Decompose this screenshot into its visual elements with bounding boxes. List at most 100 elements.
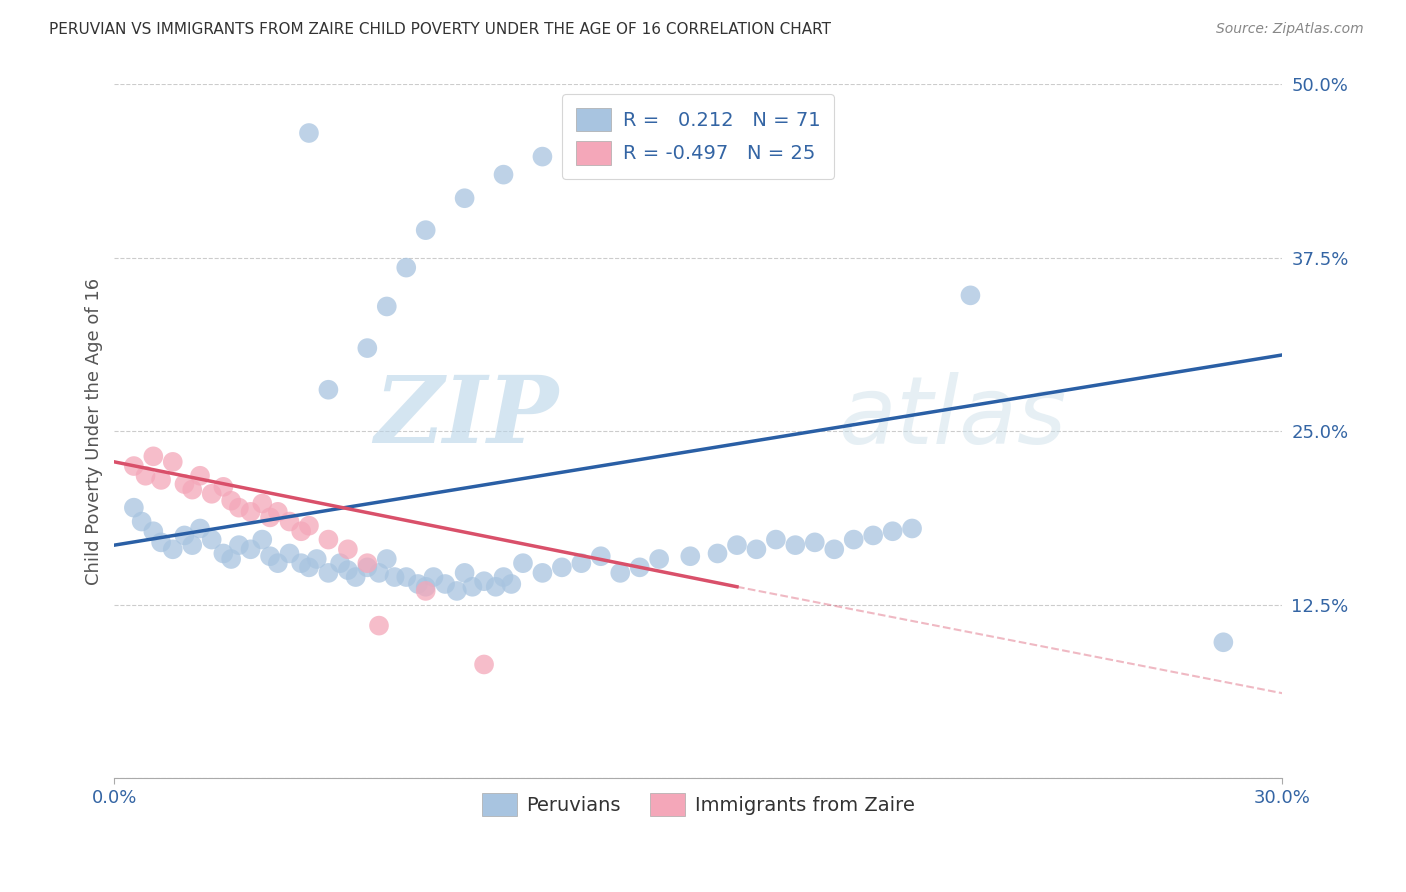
Text: ZIP: ZIP <box>374 373 558 462</box>
Point <box>188 468 211 483</box>
Point <box>298 518 321 533</box>
Point <box>201 533 224 547</box>
Point <box>368 618 391 632</box>
Point <box>862 528 884 542</box>
Point <box>415 223 437 237</box>
Point <box>142 450 165 464</box>
Point <box>336 542 359 557</box>
Point <box>219 552 242 566</box>
Text: Source: ZipAtlas.com: Source: ZipAtlas.com <box>1216 22 1364 37</box>
Point <box>356 556 378 570</box>
Point <box>290 524 312 539</box>
Point <box>259 549 281 564</box>
Point <box>679 549 702 564</box>
Point <box>415 580 437 594</box>
Point <box>212 480 235 494</box>
Point <box>446 583 468 598</box>
Point <box>201 487 224 501</box>
Point <box>318 383 340 397</box>
Point <box>298 126 321 140</box>
Point <box>228 538 250 552</box>
Point <box>188 521 211 535</box>
Point <box>259 510 281 524</box>
Y-axis label: Child Poverty Under the Age of 16: Child Poverty Under the Age of 16 <box>86 277 103 585</box>
Point <box>368 566 391 580</box>
Point <box>239 542 262 557</box>
Point <box>318 533 340 547</box>
Point <box>609 566 631 580</box>
Point <box>765 533 787 547</box>
Point <box>344 570 367 584</box>
Point <box>492 570 515 584</box>
Point <box>356 341 378 355</box>
Point <box>823 542 845 557</box>
Point <box>589 549 612 564</box>
Point <box>173 528 195 542</box>
Point <box>472 574 495 589</box>
Text: atlas: atlas <box>838 372 1066 463</box>
Point <box>842 533 865 547</box>
Point <box>551 560 574 574</box>
Point <box>212 546 235 560</box>
Point <box>181 483 204 497</box>
Point <box>267 505 290 519</box>
Point <box>267 556 290 570</box>
Point <box>785 538 807 552</box>
Point <box>706 546 728 560</box>
Point <box>512 556 534 570</box>
Point <box>501 577 523 591</box>
Point <box>162 455 184 469</box>
Point <box>531 566 554 580</box>
Point <box>150 473 173 487</box>
Point <box>228 500 250 515</box>
Point <box>384 570 406 584</box>
Point <box>1212 635 1234 649</box>
Point <box>131 515 153 529</box>
Point <box>135 468 157 483</box>
Point <box>725 538 748 552</box>
Point <box>219 493 242 508</box>
Point <box>415 583 437 598</box>
Point <box>318 566 340 580</box>
Point <box>122 458 145 473</box>
Point <box>375 300 398 314</box>
Point <box>485 580 508 594</box>
Point <box>375 552 398 566</box>
Point <box>422 570 444 584</box>
Point <box>628 560 651 574</box>
Point <box>298 560 321 574</box>
Point <box>569 556 592 570</box>
Legend: Peruvians, Immigrants from Zaire: Peruvians, Immigrants from Zaire <box>474 785 922 824</box>
Point <box>882 524 904 539</box>
Point <box>492 168 515 182</box>
Point <box>804 535 827 549</box>
Point <box>173 477 195 491</box>
Point <box>278 515 301 529</box>
Point <box>453 191 475 205</box>
Point <box>329 556 352 570</box>
Point <box>142 524 165 539</box>
Point <box>290 556 312 570</box>
Point <box>150 535 173 549</box>
Point <box>959 288 981 302</box>
Point <box>305 552 328 566</box>
Point <box>181 538 204 552</box>
Point <box>434 577 457 591</box>
Point <box>531 150 554 164</box>
Point <box>162 542 184 557</box>
Point <box>252 533 274 547</box>
Point <box>336 563 359 577</box>
Point <box>453 566 475 580</box>
Point <box>901 521 924 535</box>
Point <box>461 580 484 594</box>
Point <box>122 500 145 515</box>
Point <box>239 505 262 519</box>
Point <box>406 577 429 591</box>
Point <box>395 570 418 584</box>
Text: PERUVIAN VS IMMIGRANTS FROM ZAIRE CHILD POVERTY UNDER THE AGE OF 16 CORRELATION : PERUVIAN VS IMMIGRANTS FROM ZAIRE CHILD … <box>49 22 831 37</box>
Point <box>745 542 768 557</box>
Point <box>472 657 495 672</box>
Point <box>252 496 274 510</box>
Point <box>395 260 418 275</box>
Point <box>648 552 671 566</box>
